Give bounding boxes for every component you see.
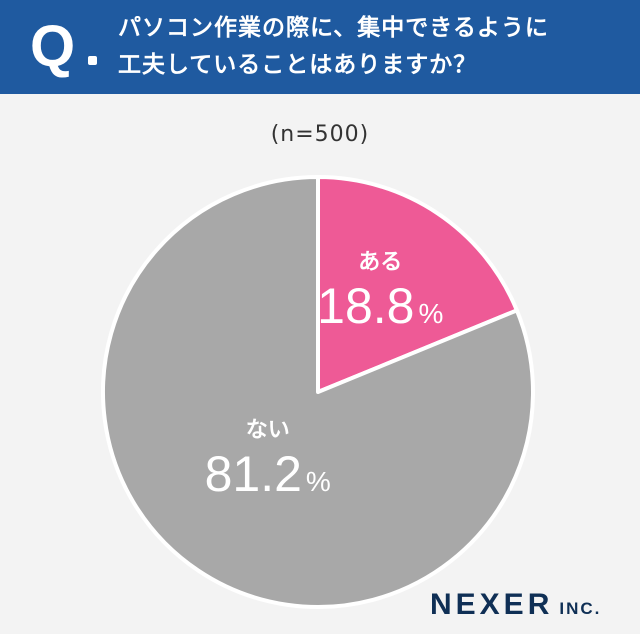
question-line-2: 工夫していることはありますか？: [118, 52, 478, 78]
sample-size: (n=500): [270, 122, 370, 147]
nexer-logo: NEXER INC.: [430, 588, 601, 622]
question-line-1: パソコン作業の際に、集中できるように: [118, 15, 549, 41]
slice-label-1: ある: [358, 250, 402, 275]
slice-value-1: 18.8%: [317, 278, 443, 334]
question-header: Q パソコン作業の際に、集中できるように 工夫していることはありますか？: [0, 0, 640, 94]
logo-suffix: INC.: [559, 599, 602, 618]
slice-value-2: 81.2%: [205, 446, 331, 502]
pie-slice-1: [316, 175, 519, 394]
pie-slice-2: [101, 175, 535, 609]
question-dot: [88, 56, 97, 65]
slice-label-2: ない: [246, 418, 290, 443]
question-text: パソコン作業の際に、集中できるように 工夫していることはありますか？: [118, 10, 628, 84]
question-mark: Q: [30, 14, 76, 79]
logo-brand: NEXER: [430, 588, 554, 621]
